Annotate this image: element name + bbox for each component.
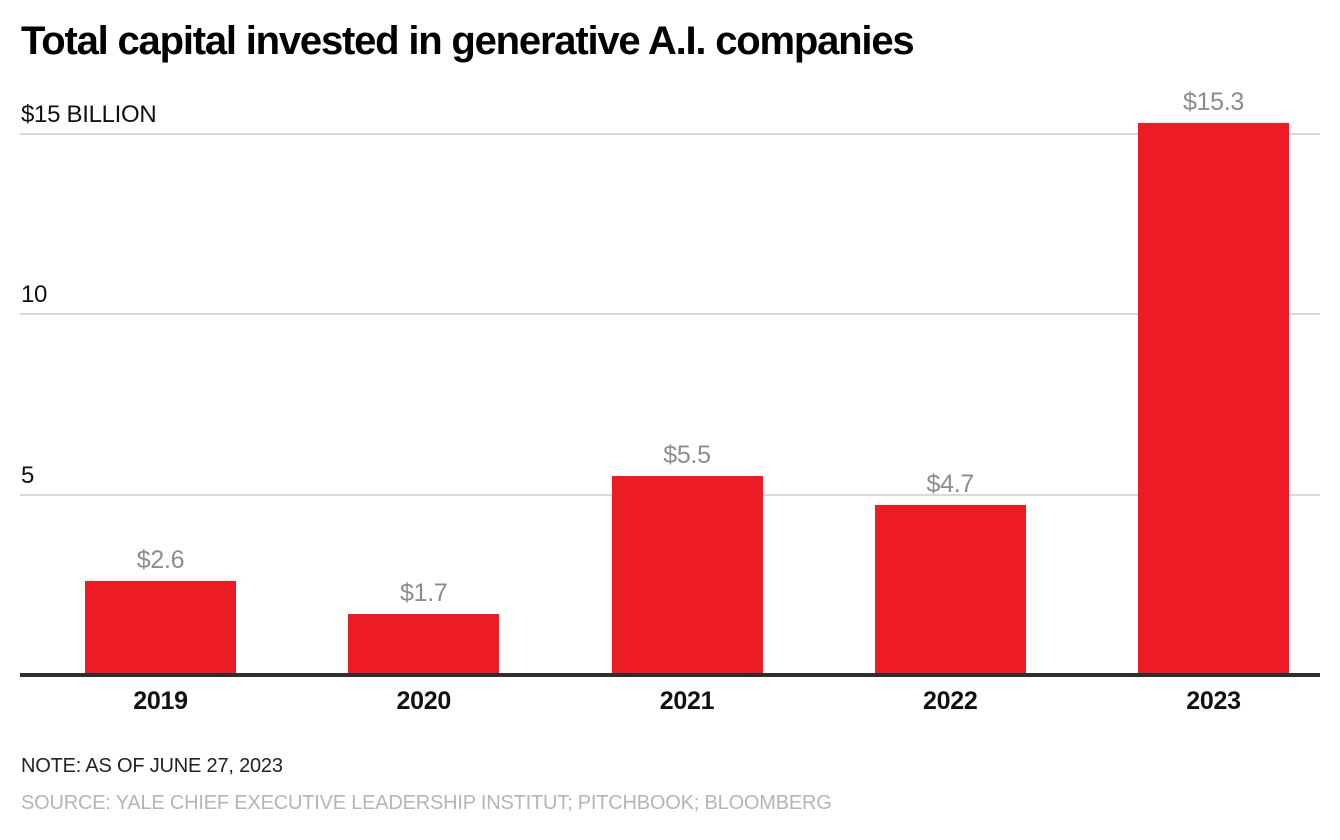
- bar-value-label-2022: $4.7: [926, 470, 975, 499]
- gridline-15: [20, 132, 1320, 135]
- bar-2023: [1138, 122, 1289, 675]
- bar-2020: [348, 613, 500, 675]
- bar-2019: [85, 581, 236, 675]
- y-tick-label-5: 5: [21, 461, 35, 489]
- gridline-10: [20, 313, 1320, 315]
- x-axis-label-2020: 2020: [396, 687, 452, 715]
- y-tick-label-15: $15 BILLION: [21, 100, 157, 128]
- bar-value-label-2020: $1.7: [400, 578, 448, 607]
- chart-note: NOTE: AS OF JUNE 27, 2023: [21, 755, 283, 777]
- bar-2021: [611, 476, 763, 675]
- chart-source: SOURCE: YALE CHIEF EXECUTIVE LEADERSHIP …: [21, 792, 832, 814]
- chart-title: Total capital invested in generative A.I…: [21, 19, 915, 63]
- x-axis-label-2023: 2023: [1186, 687, 1241, 715]
- bar-value-label-2023: $15.3: [1182, 87, 1245, 116]
- bar-2022: [874, 505, 1026, 675]
- x-axis-label-2019: 2019: [133, 687, 188, 715]
- bar-value-label-2021: $5.5: [663, 441, 711, 470]
- x-axis-label-2021: 2021: [659, 687, 715, 715]
- y-tick-label-10: 10: [21, 281, 48, 308]
- x-axis-label-2022: 2022: [923, 687, 978, 715]
- x-axis-baseline: [20, 673, 1320, 677]
- bar-value-label-2019: $2.6: [136, 546, 185, 575]
